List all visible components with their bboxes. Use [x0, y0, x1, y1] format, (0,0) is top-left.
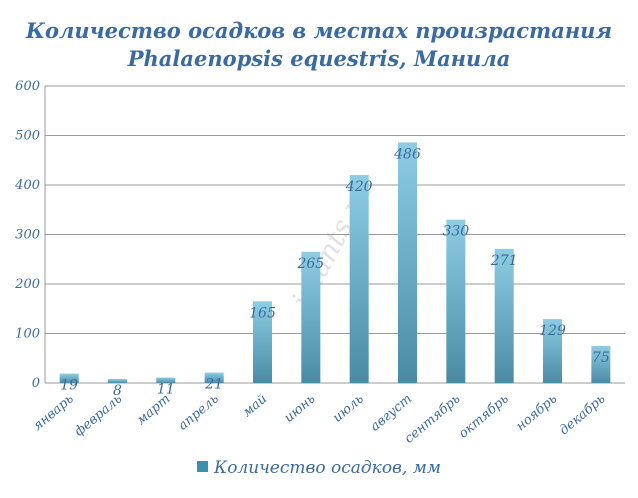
- data-label: 8: [113, 383, 122, 399]
- y-tick-label: 600: [15, 79, 40, 94]
- data-label: 271: [490, 253, 518, 269]
- y-tick-label: 100: [15, 327, 40, 342]
- data-label: 19: [60, 378, 78, 394]
- bar: [204, 372, 224, 383]
- data-label: 486: [393, 146, 421, 162]
- data-label: 21: [204, 377, 223, 393]
- bar: [543, 319, 562, 383]
- data-label: 330: [442, 224, 469, 240]
- x-tick-label: декабрь: [557, 392, 609, 439]
- bar: [591, 345, 611, 383]
- bar: [446, 219, 466, 383]
- bar: [59, 373, 79, 383]
- x-tick-label: январь: [30, 392, 76, 434]
- x-tick-label: май: [240, 392, 270, 421]
- data-label: 129: [539, 323, 566, 339]
- x-tick-label: июнь: [282, 392, 319, 426]
- data-label: 165: [249, 305, 276, 321]
- x-tick-label: июль: [330, 392, 367, 426]
- x-tick-label: август: [368, 392, 415, 435]
- bar: [494, 248, 514, 383]
- y-tick-label: 300: [15, 228, 40, 243]
- bar: [108, 379, 127, 383]
- bar: [156, 377, 176, 383]
- data-label: 11: [157, 382, 175, 398]
- chart-title-line-2: Phalaenopsis equestris, Манила: [127, 46, 511, 71]
- data-label: 420: [345, 179, 373, 195]
- y-tick-label: 500: [15, 129, 40, 144]
- bar: [301, 251, 321, 383]
- y-tick-label: 200: [14, 277, 40, 292]
- x-tick-label: октябрь: [456, 392, 511, 442]
- legend-label: Количество осадков, мм: [214, 458, 441, 478]
- bar: [398, 142, 417, 383]
- bar: [349, 175, 369, 383]
- legend: Количество осадков, мм: [0, 458, 638, 478]
- x-tick-label: февраль: [72, 392, 125, 440]
- y-tick-label: 400: [14, 178, 40, 193]
- bar: [253, 301, 272, 383]
- x-tick-label: ноябрь: [513, 392, 560, 435]
- data-label: 265: [296, 256, 324, 272]
- x-tick-label: март: [134, 392, 174, 429]
- x-tick-label: апрель: [176, 392, 222, 434]
- legend-swatch: [197, 461, 209, 472]
- y-tick-label: 0: [32, 376, 40, 391]
- chart-title-line-1: Количество осадков в местах произрастани…: [25, 18, 613, 43]
- data-label: 75: [592, 350, 610, 366]
